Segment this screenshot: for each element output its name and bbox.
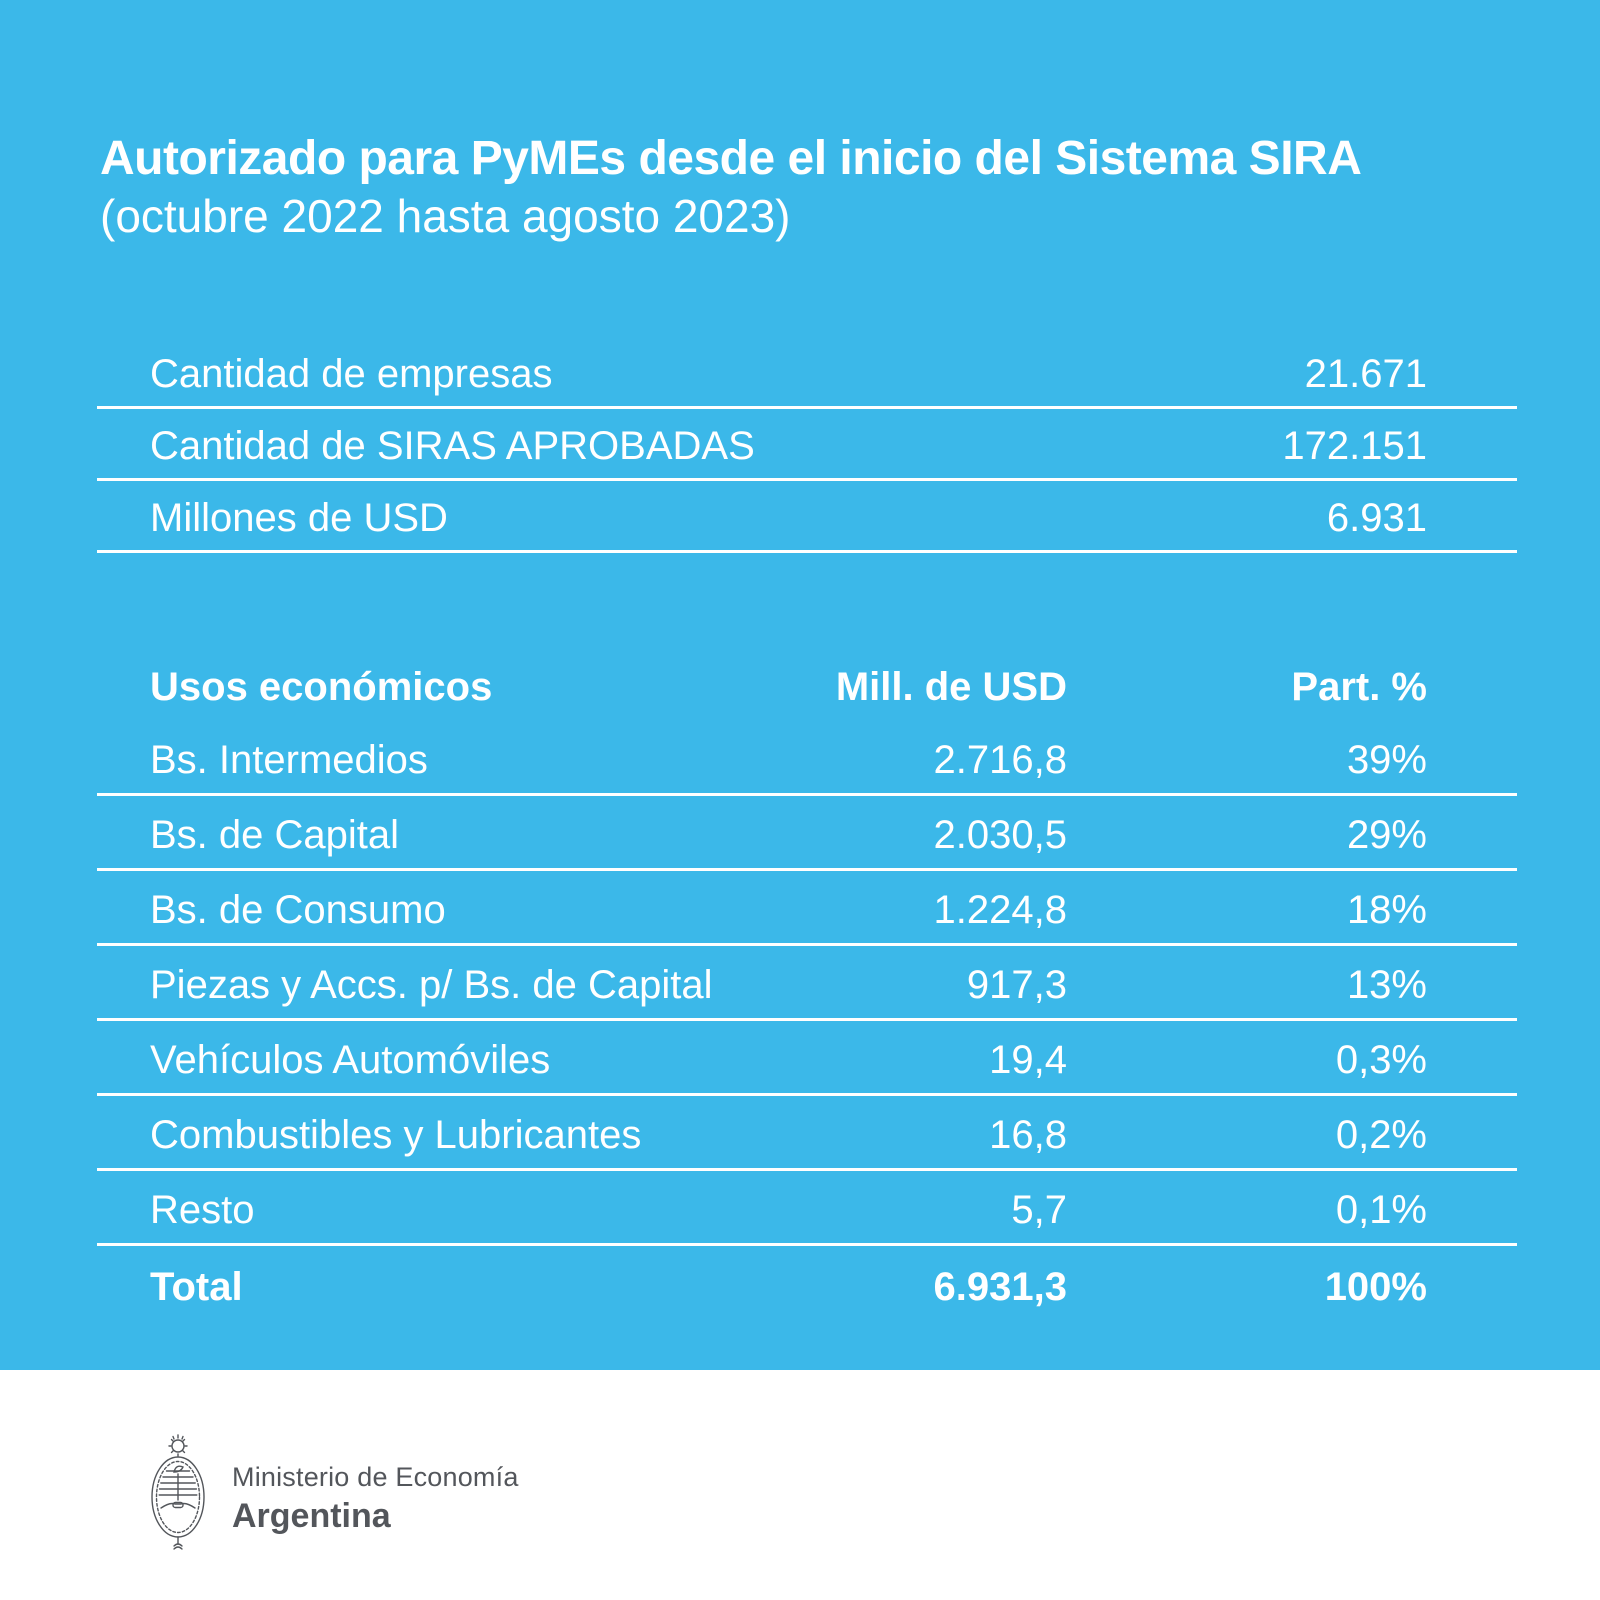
row-label: Millones de USD <box>150 496 448 541</box>
header-usos-economicos: Usos económicos <box>150 664 493 709</box>
header-mill-de-usd: Mill. de USD <box>835 664 1067 709</box>
row-value: 21.671 <box>1304 352 1427 397</box>
row-value-usd: 5,7 <box>1011 1187 1067 1232</box>
country-name: Argentina <box>232 1497 391 1535</box>
row-value-usd: 19,4 <box>989 1037 1067 1082</box>
row-value-part: 0,2% <box>1335 1112 1427 1157</box>
table-row: Bs. Intermedios 2.716,8 39% <box>97 721 1517 797</box>
table-row: Combustibles y Lubricantes 16,8 0,2% <box>97 1096 1517 1172</box>
argentina-coat-of-arms-icon <box>151 1434 205 1550</box>
total-label: Total <box>150 1264 243 1309</box>
table-row: Piezas y Accs. p/ Bs. de Capital 917,3 1… <box>97 946 1517 1022</box>
table-row: Vehículos Automóviles 19,4 0,3% <box>97 1021 1517 1097</box>
header-part-pct: Part. % <box>1291 664 1427 709</box>
row-value-usd: 2.030,5 <box>933 812 1067 857</box>
row-label: Combustibles y Lubricantes <box>150 1112 642 1157</box>
row-value-usd: 1.224,8 <box>933 887 1067 932</box>
table-row: Millones de USD 6.931 <box>97 481 1517 554</box>
page-title: Autorizado para PyMEs desde el inicio de… <box>100 132 1362 185</box>
table-row: Bs. de Capital 2.030,5 29% <box>97 796 1517 872</box>
table-header-row: Usos económicos Mill. de USD Part. % <box>97 643 1517 721</box>
page-subtitle: (octubre 2022 hasta agosto 2023) <box>100 189 791 242</box>
row-label: Bs. de Consumo <box>150 887 446 932</box>
footer-text: Ministerio de Economía Argentina <box>232 1462 519 1535</box>
row-value-usd: 2.716,8 <box>933 737 1067 782</box>
row-value: 172.151 <box>1282 424 1427 469</box>
row-value-part: 18% <box>1346 887 1427 932</box>
row-value-part: 0,3% <box>1335 1037 1427 1082</box>
footer: Ministerio de Economía Argentina <box>0 1370 1600 1600</box>
row-label: Piezas y Accs. p/ Bs. de Capital <box>150 962 713 1007</box>
row-value-part: 13% <box>1346 962 1427 1007</box>
usage-table: Usos económicos Mill. de USD Part. % Bs.… <box>97 643 1517 1322</box>
row-label: Resto <box>150 1187 255 1232</box>
table-total-row: Total 6.931,3 100% <box>97 1246 1517 1322</box>
row-label: Bs. de Capital <box>150 812 400 857</box>
row-value-usd: 917,3 <box>966 962 1067 1007</box>
total-value-part: 100% <box>1324 1264 1427 1309</box>
row-value: 6.931 <box>1326 496 1427 541</box>
blue-panel: Autorizado para PyMEs desde el inicio de… <box>0 0 1600 1370</box>
row-value-part: 0,1% <box>1335 1187 1427 1232</box>
table-row: Cantidad de empresas 21.671 <box>97 337 1517 410</box>
total-value-usd: 6.931,3 <box>933 1264 1067 1309</box>
row-value-usd: 16,8 <box>989 1112 1067 1157</box>
table-row: Resto 5,7 0,1% <box>97 1171 1517 1247</box>
row-value-part: 29% <box>1346 812 1427 857</box>
table-row: Cantidad de SIRAS APROBADAS 172.151 <box>97 409 1517 482</box>
row-value-part: 39% <box>1346 737 1427 782</box>
summary-table: Cantidad de empresas 21.671 Cantidad de … <box>97 337 1517 554</box>
title-block: Autorizado para PyMEs desde el inicio de… <box>0 0 1600 245</box>
ministry-name: Ministerio de Economía <box>232 1462 519 1492</box>
row-label: Cantidad de SIRAS APROBADAS <box>150 424 755 469</box>
row-label: Vehículos Automóviles <box>150 1037 551 1082</box>
row-label: Bs. Intermedios <box>150 737 428 782</box>
table-row: Bs. de Consumo 1.224,8 18% <box>97 871 1517 947</box>
row-label: Cantidad de empresas <box>150 352 553 397</box>
